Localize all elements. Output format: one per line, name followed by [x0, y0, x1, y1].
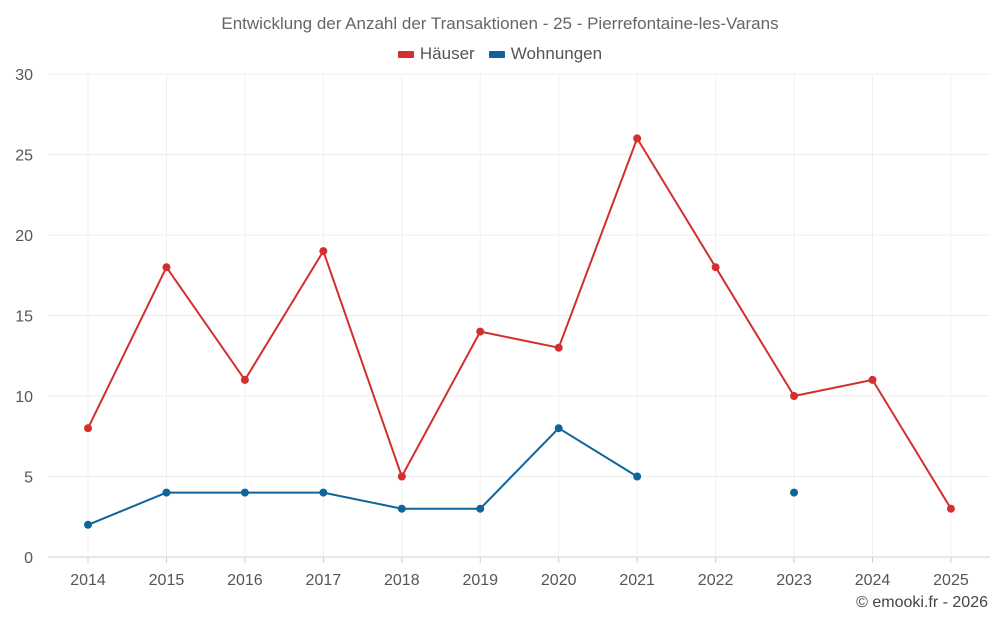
copyright-credit: © emooki.fr - 2026 [856, 594, 988, 611]
series-line-haeuser [87, 137, 952, 510]
data-point-haeuser-2023[interactable] [790, 392, 799, 400]
x-tick-label-2024: 2024 [855, 572, 891, 589]
legend-label-wohnungen: Wohnungen [510, 44, 603, 63]
data-point-haeuser-2024[interactable] [868, 375, 877, 384]
data-point-haeuser-2020[interactable] [554, 343, 563, 352]
legend: Häuser Wohnungen [0, 44, 1000, 64]
data-point-wohnungen-2021[interactable] [633, 472, 642, 481]
data-point-haeuser-2022[interactable] [711, 263, 720, 272]
x-tick-label-2023: 2023 [776, 572, 812, 589]
x-tick-label-2020: 2020 [541, 572, 577, 589]
data-point-haeuser-2017[interactable] [319, 247, 328, 256]
data-point-haeuser-2016[interactable] [240, 375, 249, 384]
data-point-wohnungen-2015[interactable] [162, 488, 171, 497]
x-tick-label-2018: 2018 [384, 572, 420, 589]
data-point-wohnungen-2018[interactable] [397, 504, 406, 513]
data-point-haeuser-2015[interactable] [162, 263, 171, 272]
legend-item-wohnungen[interactable]: Wohnungen [488, 44, 603, 64]
x-tick-label-2017: 2017 [306, 572, 342, 589]
data-point-haeuser-2014[interactable] [84, 424, 92, 433]
legend-swatch-haeuser [397, 50, 414, 58]
legend-item-haeuser[interactable]: Häuser [397, 44, 475, 64]
data-point-wohnungen-2019[interactable] [476, 504, 485, 513]
data-point-haeuser-2025[interactable] [946, 504, 955, 513]
x-tick-label-2022: 2022 [698, 572, 734, 589]
y-tick-label-10: 10 [15, 389, 33, 406]
x-tick-label-2016: 2016 [227, 572, 263, 589]
data-point-wohnungen-2014[interactable] [84, 520, 92, 529]
x-tick-label-2019: 2019 [462, 572, 498, 589]
data-point-wohnungen-2023[interactable] [790, 488, 799, 497]
data-point-wohnungen-2016[interactable] [240, 488, 249, 497]
y-tick-label-5: 5 [24, 470, 33, 487]
data-point-wohnungen-2017[interactable] [319, 488, 328, 497]
data-point-haeuser-2021[interactable] [633, 134, 642, 143]
y-tick-label-30: 30 [15, 67, 33, 84]
y-tick-label-20: 20 [15, 228, 33, 245]
x-tick-label-2021: 2021 [619, 572, 655, 589]
chart-title: Entwicklung der Anzahl der Transaktionen… [221, 14, 779, 33]
data-point-haeuser-2018[interactable] [397, 472, 406, 481]
y-tick-label-25: 25 [15, 148, 33, 165]
data-point-haeuser-2019[interactable] [476, 327, 485, 336]
legend-swatch-wohnungen [488, 50, 505, 58]
x-tick-label-2014: 2014 [70, 572, 106, 589]
y-tick-label-15: 15 [15, 309, 33, 326]
y-tick-label-0: 0 [24, 550, 33, 567]
x-tick-label-2015: 2015 [149, 572, 185, 589]
data-point-wohnungen-2020[interactable] [554, 424, 563, 433]
x-tick-label-2025: 2025 [933, 572, 969, 589]
legend-label-haeuser: Häuser [419, 44, 475, 63]
